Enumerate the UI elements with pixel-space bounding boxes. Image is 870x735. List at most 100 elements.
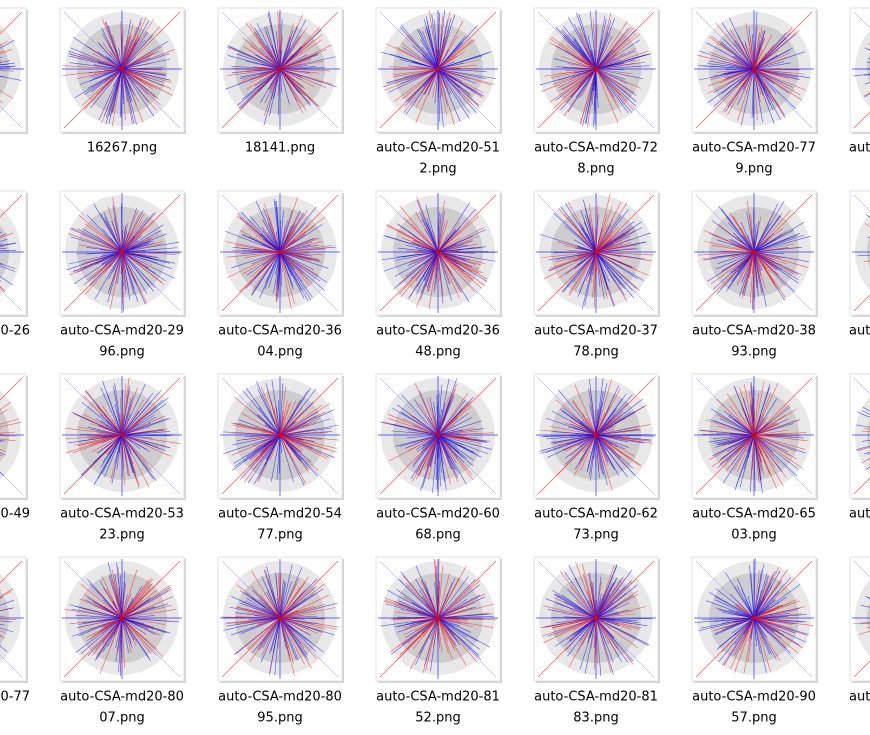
spoke xyxy=(710,251,755,285)
thumbnail[interactable] xyxy=(59,373,186,500)
spoke xyxy=(89,434,123,446)
spoke xyxy=(260,47,281,70)
spoke xyxy=(255,201,281,253)
spoke xyxy=(121,417,157,436)
spoke xyxy=(753,434,783,472)
spoke xyxy=(415,211,439,253)
spoke xyxy=(412,239,439,253)
thumbnail[interactable] xyxy=(533,556,660,683)
spoke xyxy=(753,251,776,286)
spoke xyxy=(279,418,321,436)
spoke xyxy=(595,251,652,262)
spoke xyxy=(403,575,439,619)
spoke xyxy=(415,68,439,123)
thumbnail[interactable] xyxy=(691,7,818,134)
thumbnail[interactable] xyxy=(533,7,660,134)
thumbnail[interactable] xyxy=(849,7,870,134)
spoke xyxy=(393,251,439,289)
thumbnail[interactable] xyxy=(0,373,28,500)
thumbnail[interactable] xyxy=(217,556,344,683)
thumbnail[interactable] xyxy=(59,190,186,317)
file-name: auto-CSA-md20-65 xyxy=(692,507,816,522)
thumbnail[interactable] xyxy=(0,7,28,134)
thumbnail[interactable] xyxy=(217,7,344,134)
file-name: 78.png xyxy=(573,345,618,360)
spoke xyxy=(555,68,597,101)
spoke xyxy=(421,46,439,70)
thumbnail[interactable] xyxy=(0,190,28,317)
spoke xyxy=(742,251,755,295)
thumbnail[interactable] xyxy=(849,373,870,500)
spoke xyxy=(90,68,123,109)
spoke xyxy=(586,418,597,436)
spoke xyxy=(91,68,123,93)
spoke xyxy=(263,208,281,253)
spoke xyxy=(412,434,439,465)
thumbnail[interactable] xyxy=(0,556,28,683)
thumbnail[interactable] xyxy=(375,190,502,317)
spoke xyxy=(736,434,755,454)
center xyxy=(594,67,598,71)
thumbnail[interactable] xyxy=(691,556,818,683)
spoke xyxy=(384,599,439,619)
spoke xyxy=(279,434,310,444)
center xyxy=(752,616,756,620)
thumbnail[interactable] xyxy=(533,373,660,500)
spoke xyxy=(121,617,157,656)
spoke xyxy=(279,68,306,90)
spoke xyxy=(395,611,439,619)
spoke xyxy=(112,68,123,113)
spoke xyxy=(435,565,439,619)
spoke xyxy=(595,582,613,619)
spoke xyxy=(398,251,439,296)
spoke xyxy=(121,434,137,480)
spoke xyxy=(710,68,755,80)
thumbnail[interactable] xyxy=(375,373,502,500)
spoke xyxy=(121,237,151,253)
thumbnail[interactable] xyxy=(217,373,344,500)
file-name: auto-CSA-md20-54 xyxy=(218,507,342,522)
spoke xyxy=(429,434,439,468)
thumbnail[interactable] xyxy=(375,556,502,683)
spoke xyxy=(716,425,755,436)
spoke xyxy=(572,617,597,631)
spoke xyxy=(745,23,755,70)
spoke xyxy=(279,617,327,630)
spoke xyxy=(577,434,597,447)
spoke xyxy=(83,395,123,436)
thumbnail[interactable] xyxy=(849,556,870,683)
thumbnail[interactable] xyxy=(691,190,818,317)
thumbnail[interactable] xyxy=(217,190,344,317)
spoke xyxy=(265,31,281,70)
spoke xyxy=(279,237,315,253)
center xyxy=(120,67,124,71)
spoke xyxy=(595,428,615,436)
spoke xyxy=(422,617,439,673)
spoke xyxy=(585,215,597,253)
spoke xyxy=(121,434,153,439)
thumbnail[interactable] xyxy=(533,190,660,317)
spoke xyxy=(595,68,632,114)
spoke xyxy=(564,422,597,436)
thumbnail[interactable] xyxy=(59,556,186,683)
spoke xyxy=(121,16,147,70)
spoke xyxy=(551,36,597,70)
spoke xyxy=(549,38,597,70)
thumbnail[interactable] xyxy=(849,190,870,317)
spoke xyxy=(405,34,439,70)
spoke xyxy=(110,251,123,286)
spoke xyxy=(753,251,766,289)
thumbnail[interactable] xyxy=(59,7,186,134)
spoke xyxy=(736,603,755,619)
thumbnail[interactable] xyxy=(375,7,502,134)
spoke xyxy=(574,239,597,253)
spoke xyxy=(437,615,494,619)
spoke xyxy=(84,68,123,109)
thumbnail[interactable] xyxy=(691,373,818,500)
spoke xyxy=(405,68,439,103)
spoke xyxy=(753,68,793,88)
spoke xyxy=(241,68,281,100)
spoke xyxy=(408,434,439,452)
spoke xyxy=(595,429,639,436)
spoke xyxy=(279,407,303,436)
